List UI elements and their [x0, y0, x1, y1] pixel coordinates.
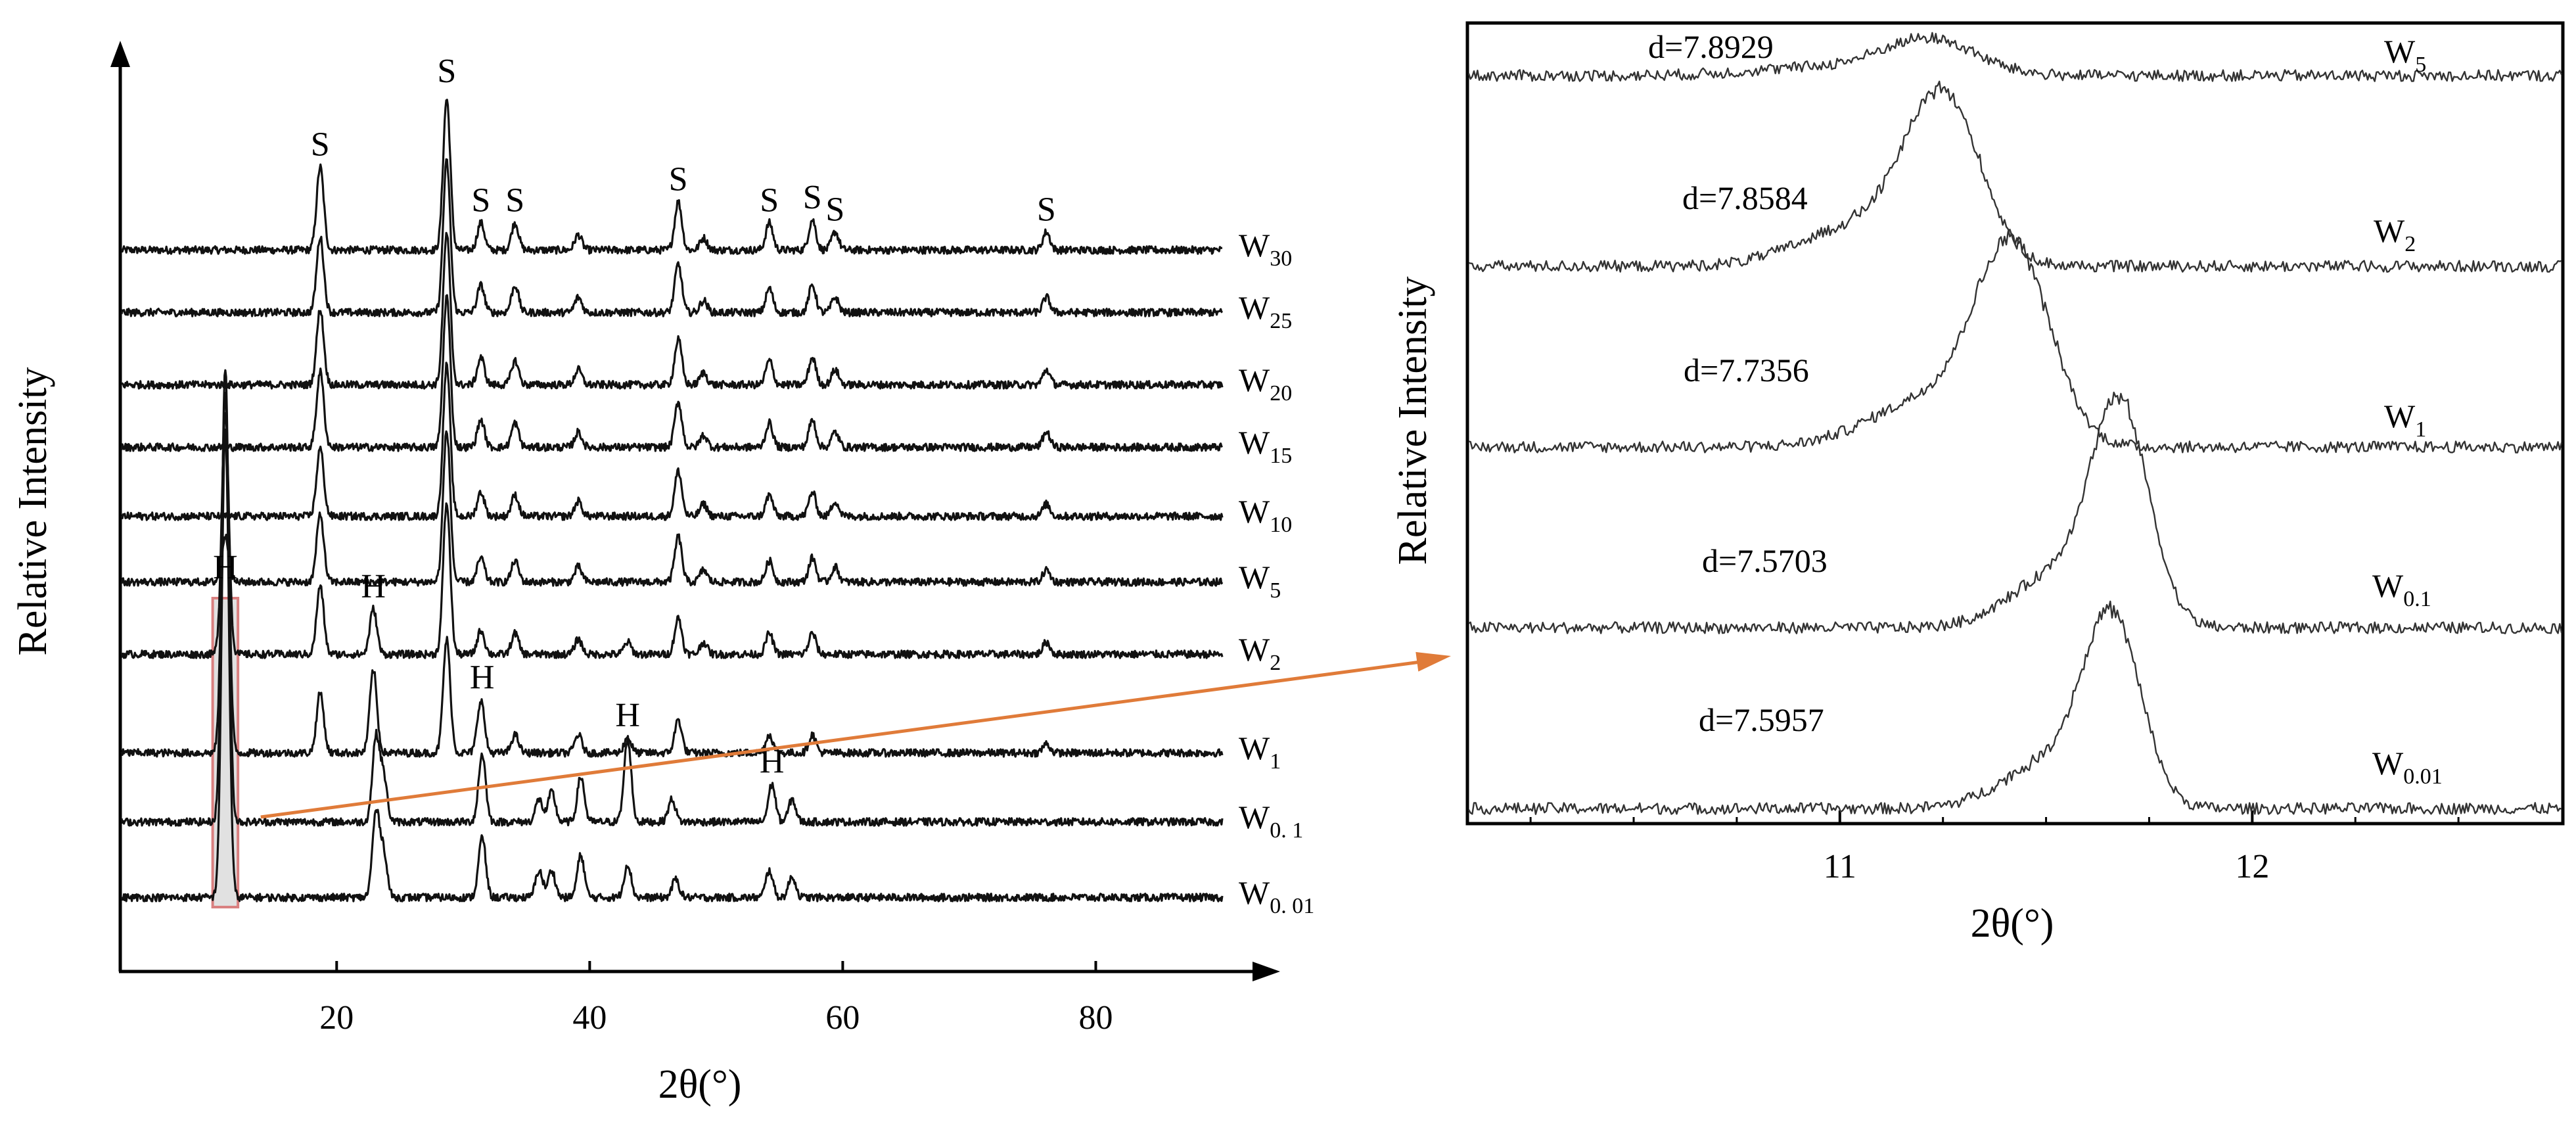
zoom-connector-arrowhead	[1415, 651, 1451, 672]
left-series-line-W15	[120, 294, 1224, 452]
d-spacing-label-W0.01: d=7.5957	[1699, 701, 1824, 738]
right-series-label-W5: W5	[2384, 33, 2426, 77]
zoom-connector-arrow	[260, 658, 1436, 819]
d-spacing-label-W2: d=7.8584	[1682, 179, 1808, 216]
d-spacing-label-W1: d=7.7356	[1684, 352, 1809, 388]
left-series-line-W0.01	[120, 429, 1224, 902]
left-x-tick-label: 60	[825, 999, 860, 1037]
right-x-tick-label: 12	[2235, 848, 2269, 885]
right-x-ticks: 11 12	[1529, 810, 2460, 885]
peak-label-S: S	[760, 182, 779, 220]
peak-label-H: H	[361, 568, 386, 605]
d-spacing-label-W0.1: d=7.5703	[1702, 542, 1828, 579]
left-x-tick-label: 80	[1078, 999, 1113, 1037]
left-series-line-W25	[120, 158, 1224, 317]
left-series-line-W5	[120, 430, 1224, 587]
right-y-axis-title: Relative Intensity	[1391, 276, 1435, 565]
left-x-tick-label: 40	[572, 999, 607, 1037]
peak-label-H: H	[470, 659, 495, 697]
left-y-axis-arrow	[110, 41, 130, 67]
right-series-line-W5	[1467, 32, 2563, 82]
peak-label-S: S	[803, 179, 822, 216]
left-series-label-W20: W20	[1239, 362, 1292, 406]
right-series-labels: W5 W2 W1 W0.1 W0.01	[2372, 33, 2443, 789]
left-series-line-W0.1	[120, 369, 1224, 827]
right-series-label-W0.01: W0.01	[2372, 745, 2443, 789]
left-series-label-W2: W2	[1239, 631, 1281, 675]
left-y-axis-title: Relative Intensity	[11, 367, 55, 655]
left-x-tick-label: 20	[319, 999, 354, 1037]
peak-label-S: S	[505, 182, 524, 220]
right-series-line-W0.01	[1467, 600, 2562, 815]
peak-label-S: S	[471, 182, 490, 220]
left-series-label-W15: W15	[1239, 424, 1292, 468]
right-d-spacing-labels: d=7.8929 d=7.8584 d=7.7356 d=7.5703 d=7.5957	[1648, 28, 1828, 738]
left-series-line-W2	[120, 412, 1224, 659]
left-x-axis-arrow	[1253, 962, 1280, 981]
right-x-tick-label: 11	[1824, 848, 1856, 885]
right-x-axis-title: 2θ(°)	[1971, 901, 2054, 946]
right-plot-frame	[1465, 21, 2565, 826]
left-series-label-W10: W10	[1239, 493, 1292, 537]
right-series-label-W1: W1	[2384, 398, 2426, 442]
peak-label-S: S	[669, 160, 688, 198]
left-series-line-W30	[120, 99, 1223, 255]
right-series-label-W2: W2	[2374, 212, 2416, 256]
left-series-label-W25: W25	[1239, 289, 1292, 333]
d-spacing-label-W5: d=7.8929	[1648, 28, 1774, 65]
right-series-label-W0.1: W0.1	[2372, 567, 2431, 611]
peak-label-S: S	[311, 126, 330, 164]
left-series-label-W5: W5	[1239, 559, 1281, 603]
peak-label-H: H	[615, 697, 640, 734]
left-series-line-W10	[120, 362, 1224, 521]
left-x-ticks: 20 40 60 80	[319, 961, 1113, 1037]
left-series-label-W0.01: W0. 01	[1239, 874, 1314, 918]
left-series-label-W30: W30	[1239, 227, 1292, 271]
left-x-axis-title: 2θ(°)	[658, 1062, 742, 1107]
peak-label-S: S	[825, 191, 844, 228]
right-series-line-W1	[1468, 229, 2563, 454]
left-series-label-W1: W1	[1239, 730, 1281, 774]
peak-label-H: H	[213, 549, 238, 586]
left-traces	[120, 99, 1224, 902]
peak-label-S: S	[1037, 191, 1056, 228]
left-series-labels: W30 W25 W20 W15 W10 W5 W2 W1 W0. 1 W0. 01	[1239, 227, 1314, 918]
left-series-label-W0.1: W0. 1	[1239, 799, 1303, 843]
right-traces	[1467, 32, 2563, 815]
right-chart: 11 12 d=7.8929d=7.8584d=7.7356d=7.5703d=7…	[1391, 21, 2565, 946]
left-series-line-W1	[120, 392, 1224, 758]
left-series-line-W20	[121, 231, 1224, 390]
right-series-line-W0.1	[1468, 391, 2563, 634]
peak-label-S: S	[437, 53, 456, 90]
